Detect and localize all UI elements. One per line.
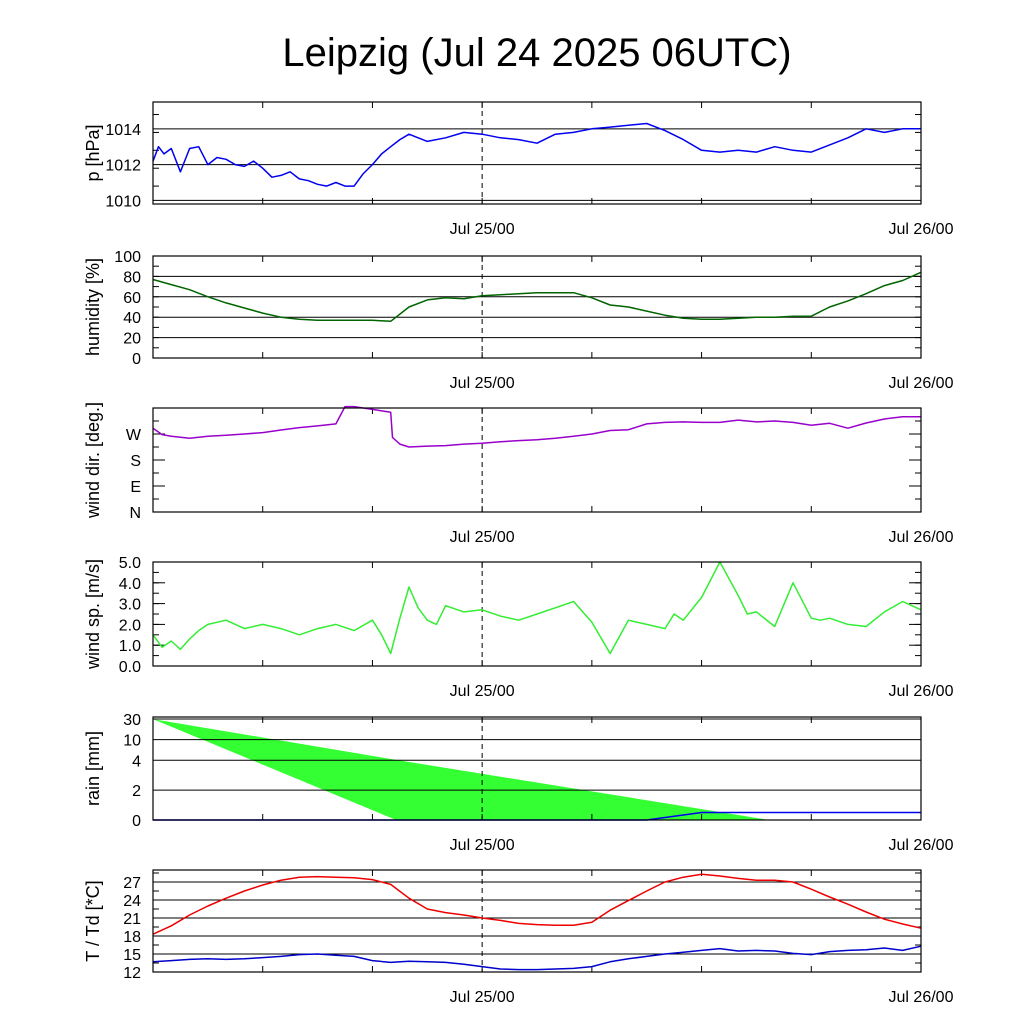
y-tick-label: 40 <box>123 310 141 327</box>
y-tick-label: W <box>126 427 142 444</box>
series-wind_dir-0 <box>152 405 921 448</box>
series-temperature-1 <box>152 945 922 971</box>
y-tick-label: 2.0 <box>119 617 141 634</box>
y-tick-label: N <box>129 505 141 522</box>
y-tick-label: 18 <box>123 929 141 946</box>
y-tick-label: 1010 <box>105 193 141 210</box>
y-tick-label: 12 <box>123 965 141 982</box>
y-tick-label: 100 <box>114 249 141 266</box>
y-tick-label: 30 <box>123 712 141 729</box>
y-axis-title: p [hPa] <box>83 124 103 181</box>
y-axis-title: humidity [%] <box>83 258 103 356</box>
x-tick-label: Jul 25/00 <box>450 989 515 1006</box>
y-tick-label: 4.0 <box>119 576 141 593</box>
y-tick-label: 1.0 <box>119 638 141 655</box>
panel-frame <box>152 869 922 973</box>
series-pressure-0 <box>152 122 921 187</box>
y-tick-label: 10 <box>123 733 141 750</box>
x-tick-label: Jul 26/00 <box>889 529 954 546</box>
x-tick-label: Jul 26/00 <box>889 837 954 854</box>
panel-wind_speed: 0.0 1.0 2.0 3.0 4.0 5.0 wind sp. [m/s] Jul 25/0… <box>83 555 954 700</box>
panel-humidity: 0 20 40 60 80 100 humidity [%] Jul 25/00 Jul 26/… <box>83 249 954 392</box>
y-axis-title: wind dir. [deg.] <box>83 402 103 519</box>
y-tick-label: 1014 <box>105 122 141 139</box>
y-tick-label: 3.0 <box>119 597 141 614</box>
panel-frame <box>152 255 922 359</box>
y-axis-title: wind sp. [m/s] <box>83 559 103 670</box>
x-tick-label: Jul 25/00 <box>450 529 515 546</box>
series-wind_speed-0 <box>152 561 922 655</box>
y-tick-label: 20 <box>123 331 141 348</box>
x-tick-label: Jul 25/00 <box>450 837 515 854</box>
y-axis-title: T / Td [*C] <box>83 880 103 961</box>
y-tick-label: 60 <box>123 290 141 307</box>
x-tick-label: Jul 25/00 <box>450 683 515 700</box>
series-humidity-0 <box>152 271 922 323</box>
y-tick-label: 0 <box>132 351 141 368</box>
series-temperature-0 <box>152 873 922 935</box>
y-tick-label: S <box>130 453 141 470</box>
y-tick-label: 24 <box>123 893 141 910</box>
x-tick-label: Jul 26/00 <box>889 375 954 392</box>
y-tick-label: 4 <box>132 753 141 770</box>
panel-frame <box>152 716 922 821</box>
panel-frame <box>152 407 922 513</box>
panel-frame <box>152 561 922 667</box>
y-tick-label: 0.0 <box>119 659 141 676</box>
panel-frame <box>152 101 922 205</box>
x-tick-label: Jul 25/00 <box>450 375 515 392</box>
x-tick-label: Jul 25/00 <box>450 221 515 238</box>
x-tick-label: Jul 26/00 <box>889 683 954 700</box>
x-tick-label: Jul 26/00 <box>889 221 954 238</box>
y-axis-title: rain [mm] <box>83 731 103 806</box>
rain-band <box>153 719 770 820</box>
y-tick-label: 0 <box>132 813 141 830</box>
x-tick-label: Jul 26/00 <box>889 989 954 1006</box>
y-tick-label: 5.0 <box>119 555 141 572</box>
y-tick-label: 2 <box>132 783 141 800</box>
chart-title: Leipzig (Jul 24 2025 06UTC) <box>282 31 791 75</box>
y-tick-label: 80 <box>123 269 141 286</box>
y-tick-label: 1012 <box>105 158 141 175</box>
y-tick-label: 27 <box>123 875 141 892</box>
y-tick-label: E <box>130 479 141 496</box>
panel-rain: 0 2 4 10 30 rain [mm] Jul 25/00 Jul 26/00 <box>83 712 954 854</box>
y-tick-label: 21 <box>123 911 141 928</box>
y-tick-label: 15 <box>123 947 141 964</box>
